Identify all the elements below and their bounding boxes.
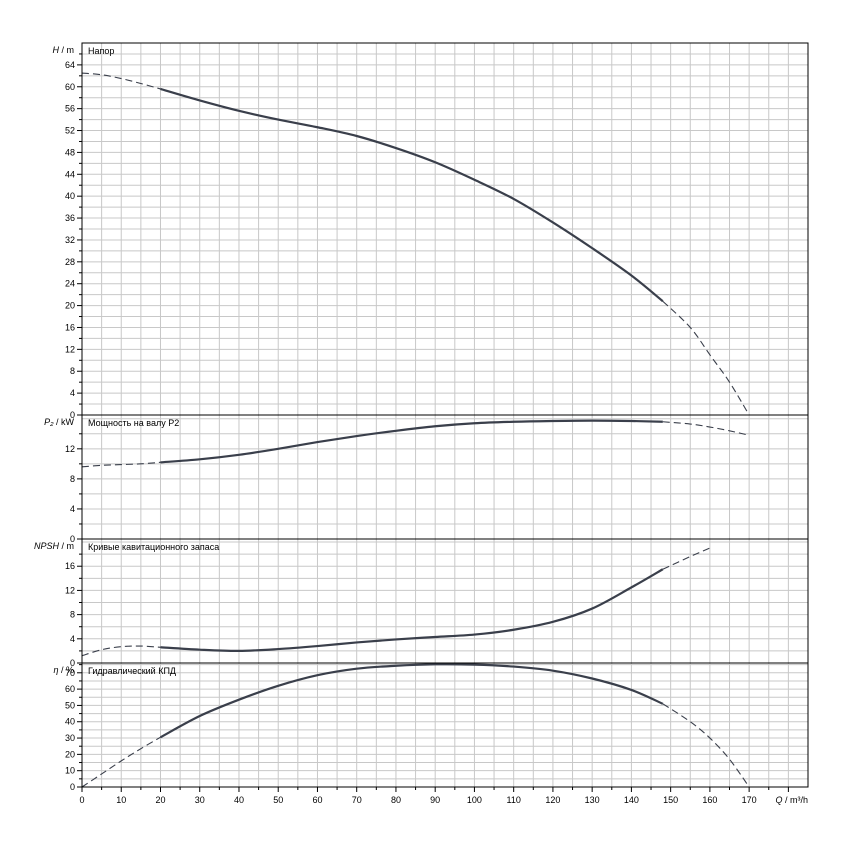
panel-title: Кривые кавитационного запаса [88, 542, 219, 552]
y-tick-label: 70 [65, 668, 75, 678]
y-tick-label: 20 [65, 301, 75, 311]
x-tick-label: 170 [742, 795, 757, 805]
y-tick-label: 12 [65, 444, 75, 454]
y-tick-label: 44 [65, 169, 75, 179]
y-tick-label: 40 [65, 191, 75, 201]
x-tick-label: 20 [155, 795, 165, 805]
panel-title: Мощность на валу P2 [88, 418, 179, 428]
head-curve-dashed [81, 72, 161, 90]
head-curve-dashed [662, 300, 750, 416]
y-tick-label: 16 [65, 322, 75, 332]
y-axis-label: H / m [53, 45, 75, 55]
panel-frame [81, 538, 809, 664]
y-tick-label: 48 [65, 147, 75, 157]
y-tick-label: 0 [70, 782, 75, 792]
y-tick-label: 4 [70, 388, 75, 398]
panel-title: Гидравлический КПД [88, 666, 176, 676]
y-tick-label: 12 [65, 344, 75, 354]
x-tick-label: 50 [273, 795, 283, 805]
x-tick-label: 70 [352, 795, 362, 805]
x-tick-label: 150 [663, 795, 678, 805]
x-tick-label: 60 [312, 795, 322, 805]
power-curve-dashed [662, 421, 750, 436]
y-tick-label: 4 [70, 504, 75, 514]
x-tick-label: 90 [430, 795, 440, 805]
y-tick-label: 0 [70, 658, 75, 668]
x-tick-label: 130 [585, 795, 600, 805]
x-tick-label: 140 [624, 795, 639, 805]
panel-title: Напор [88, 46, 114, 56]
y-tick-label: 4 [70, 634, 75, 644]
y-tick-label: 32 [65, 235, 75, 245]
efficiency-curve-dashed [662, 703, 750, 788]
efficiency-curve-dashed [81, 736, 161, 788]
y-tick-label: 8 [70, 474, 75, 484]
panel-power: 0 4 8 12 Мощность на валу P2 P₂ / kW [44, 414, 809, 544]
panel-npsh: 0 4 8 12 16 Кривые кавитационного запаса NPSH … [34, 538, 809, 668]
x-tick-label: 120 [545, 795, 560, 805]
y-tick-label: 8 [70, 366, 75, 376]
panel-frame [81, 662, 809, 788]
x-tick-label: 160 [702, 795, 717, 805]
x-tick-label: 100 [467, 795, 482, 805]
y-tick-label: 0 [70, 534, 75, 544]
y-axis-label: NPSH / m [34, 541, 74, 551]
y-tick-label: 16 [65, 561, 75, 571]
y-axis-label: P₂ / kW [44, 417, 74, 427]
head-curve-solid [160, 87, 664, 303]
y-tick-label: 20 [65, 749, 75, 759]
npsh-curve-dashed [662, 547, 711, 570]
x-tick-label: 10 [116, 795, 126, 805]
power-curve-dashed [81, 461, 161, 468]
y-tick-label: 60 [65, 82, 75, 92]
x-tick-label: 80 [391, 795, 401, 805]
power-curve-solid [160, 419, 663, 464]
npsh-curve-dashed [81, 645, 161, 657]
y-tick-label: 40 [65, 717, 75, 727]
y-tick-label: 60 [65, 684, 75, 694]
y-tick-label: 52 [65, 126, 75, 136]
y-tick-label: 50 [65, 700, 75, 710]
y-tick-label: 12 [65, 585, 75, 595]
x-tick-label: 40 [234, 795, 244, 805]
y-tick-label: 30 [65, 733, 75, 743]
y-tick-label: 28 [65, 257, 75, 267]
x-axis: 0 10 20 30 40 50 60 70 80 90 100 110 120 130 140 150 160… [79, 787, 808, 805]
y-tick-label: 56 [65, 104, 75, 114]
y-axis-label: η / % [53, 665, 74, 675]
x-tick-label: 30 [195, 795, 205, 805]
y-tick-label: 36 [65, 213, 75, 223]
y-tick-label: 0 [70, 410, 75, 420]
y-tick-label: 64 [65, 60, 75, 70]
x-axis-label: Q / m³/h [775, 795, 808, 805]
y-tick-label: 24 [65, 279, 75, 289]
npsh-curve-solid [160, 568, 664, 653]
x-tick-label: 0 [79, 795, 84, 805]
x-tick-label: 110 [506, 795, 520, 805]
panel-efficiency: 0 10 20 30 40 50 60 70 Гидравлический КПД η / % [53, 662, 809, 792]
y-tick-label: 8 [70, 610, 75, 620]
efficiency-curve-solid [159, 663, 664, 739]
y-tick-label: 10 [65, 766, 75, 776]
